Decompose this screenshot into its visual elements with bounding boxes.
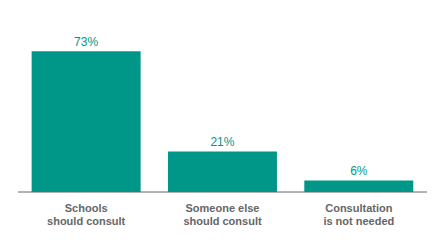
svg-text:Someone elseshould consult: Someone elseshould consult	[183, 202, 262, 227]
svg-text:Consultationis not needed: Consultationis not needed	[323, 202, 394, 227]
svg-text:73%: 73%	[74, 35, 98, 49]
svg-text:Schoolsshould consult: Schoolsshould consult	[47, 202, 126, 227]
svg-text:21%: 21%	[210, 135, 234, 149]
svg-text:6%: 6%	[350, 164, 368, 178]
